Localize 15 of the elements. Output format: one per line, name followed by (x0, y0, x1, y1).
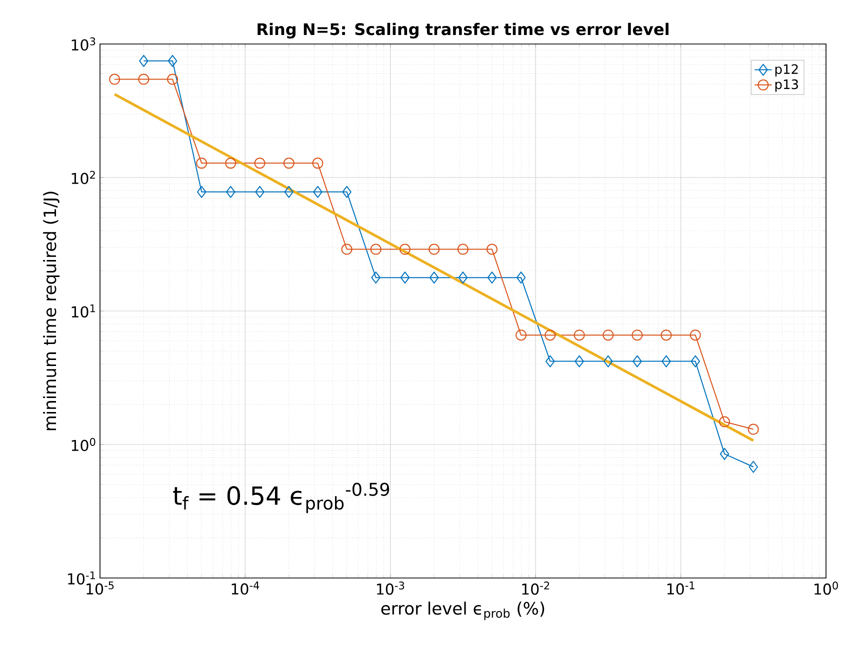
y-axis-title: minimum time required (1/J) (43, 192, 60, 430)
x-tick-label: 10$^{-2}$ (522, 582, 550, 595)
y-tick-label: 10$^{1}$ (72, 304, 95, 318)
x-tick-label: 10$^{0}$ (814, 582, 838, 595)
y-tick-label: 10$^{0}$ (72, 438, 96, 452)
legend-label: p12 (775, 64, 798, 77)
x-tick-label: 10$^{-1}$ (667, 582, 694, 595)
y-tick-label: 10$^{3}$ (72, 37, 96, 51)
y-tick-label: 10$^{2}$ (72, 170, 95, 184)
annotation: t$_{f}$ = 0.54 ϵ$_{prob}$-0.59 (173, 482, 390, 514)
x-tick-label: 10$^{-4}$ (232, 582, 260, 595)
x-tick-label: 10$^{-3}$ (377, 582, 404, 595)
x-axis-title: error level ϵ$_{prob}$ (%) (381, 602, 544, 620)
legend-label: p13 (775, 79, 798, 92)
chart-title: Ring N=5: Scaling transfer time vs error level (258, 22, 668, 38)
